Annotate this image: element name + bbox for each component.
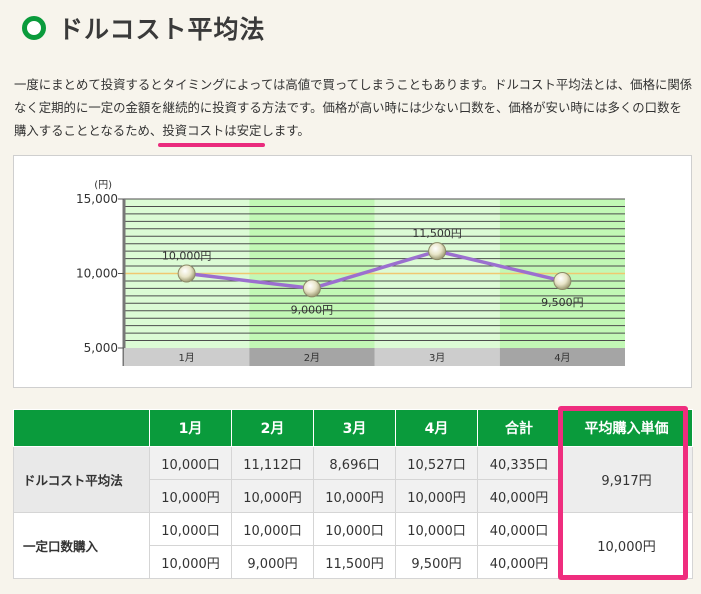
chart-category-band (374, 348, 500, 366)
table-cell: 10,000口 (149, 446, 232, 480)
table-cell: 10,000円 (395, 479, 478, 513)
chart-category-band (124, 348, 250, 366)
header-cell-total: 合計 (477, 409, 561, 447)
chart-series-line (186, 249, 563, 291)
page-title-row: ドルコスト平均法 (22, 10, 266, 46)
chart-data-point (428, 242, 447, 261)
table-row: 一定口数購入 10,000口 10,000口 10,000口 10,000口 4… (13, 512, 693, 579)
circle-bullet-icon (22, 16, 46, 40)
table-cell: 10,000口 (231, 512, 314, 546)
intro-paragraph: 一度にまとめて投資するとタイミングによっては高値で買ってしまうこともあります。ド… (14, 73, 694, 147)
chart-y-tick-label: 10,000 (76, 267, 118, 281)
comparison-table: 1月 2月 3月 4月 合計 平均購入単価 ドルコスト平均法 10,000口 1… (13, 409, 693, 579)
table-cell: 10,000円 (231, 479, 314, 513)
table-cell: 10,000口 (313, 512, 396, 546)
chart-unit-label: (円) (94, 180, 112, 191)
header-cell-average: 平均購入単価 (560, 409, 693, 447)
table-cell: 40,000口 (477, 512, 561, 546)
table-cell: 40,335口 (477, 446, 561, 480)
chart-category-label: 1月 (178, 352, 194, 364)
header-cell-jan: 1月 (149, 409, 232, 447)
header-cell-mar: 3月 (313, 409, 396, 447)
intro-highlight-text: 投資コストは安定 (162, 123, 262, 138)
chart-category-label: 3月 (429, 352, 445, 364)
average-price-fixed-units: 10,000円 (560, 512, 693, 579)
price-chart: 5,000 10,000 15,000 (円) 1月 2月 3月 4月 10,000円 9,000… (13, 155, 692, 388)
row-label-fixed-units: 一定口数購入 (13, 512, 150, 579)
chart-category-band (249, 348, 375, 366)
chart-category-label: 4月 (554, 352, 570, 364)
chart-y-tick-label: 5,000 (84, 341, 118, 355)
table-cell: 10,000口 (395, 512, 478, 546)
header-cell-feb: 2月 (231, 409, 314, 447)
chart-data-point (302, 279, 321, 298)
table-cell: 9,000円 (231, 545, 314, 579)
chart-data-point (177, 264, 196, 283)
table-cell: 11,112口 (231, 446, 314, 480)
row-label-dollar-cost: ドルコスト平均法 (13, 446, 150, 513)
intro-text: 一度にまとめて投資するとタイミングによっては高値で買ってしまうこともあります。ド… (14, 77, 693, 138)
intro-highlight: 投資コストは安定 (158, 123, 266, 147)
average-price-dollar-cost: 9,917円 (560, 446, 693, 513)
chart-data-label: 9,000円 (291, 303, 334, 316)
table-cell: 9,500円 (395, 545, 478, 579)
chart-category-label: 2月 (304, 352, 320, 364)
header-cell-apr: 4月 (395, 409, 478, 447)
table-row: ドルコスト平均法 10,000口 11,112口 8,696口 10,527口 … (13, 446, 693, 513)
chart-svg: 5,000 10,000 15,000(円) 1月 2月 3月 4月 10,000円 9,000… (76, 180, 625, 366)
table-cell: 10,000円 (149, 479, 232, 513)
table-row: 10,000円 9,000円 11,500円 9,500円 40,000円 (14, 545, 693, 579)
table-cell: 11,500円 (313, 545, 396, 579)
chart-data-label: 9,500円 (541, 296, 584, 309)
chart-category-band (499, 348, 625, 366)
chart-y-tick-label: 15,000 (76, 192, 118, 206)
table-cell: 10,000円 (313, 479, 396, 513)
table-cell: 40,000円 (477, 479, 561, 513)
highlight-underline (158, 143, 266, 147)
chart-data-point (553, 271, 572, 290)
table-cell: 40,000円 (477, 545, 561, 579)
page-title: ドルコスト平均法 (58, 15, 266, 44)
table-header-row: 1月 2月 3月 4月 合計 平均購入単価 (13, 409, 693, 447)
intro-text-end: します。 (261, 123, 310, 138)
table-cell: 10,000円 (149, 545, 232, 579)
table-cell: 8,696口 (313, 446, 396, 480)
table-cell: 10,000口 (149, 512, 232, 546)
chart-data-label: 11,500円 (412, 227, 462, 240)
chart-data-label: 10,000円 (162, 250, 212, 263)
header-cell-empty (13, 409, 150, 447)
table-cell: 10,527口 (395, 446, 478, 480)
